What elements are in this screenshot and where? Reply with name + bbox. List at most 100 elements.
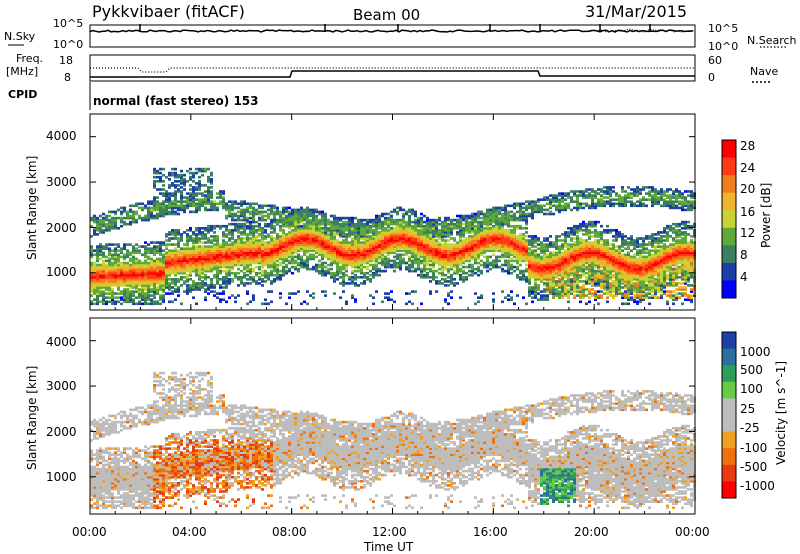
power-cell	[225, 249, 228, 252]
power-cell	[345, 302, 348, 306]
power-cell	[306, 255, 309, 259]
power-cell	[396, 257, 399, 261]
power-cell	[510, 231, 513, 234]
power-cell	[564, 273, 567, 277]
power-cell	[132, 259, 135, 263]
power-cell	[537, 271, 540, 275]
power-cell	[528, 286, 531, 289]
power-cell	[144, 288, 147, 291]
power-cell	[576, 284, 579, 287]
power-cell	[195, 273, 198, 277]
power-cell	[270, 259, 273, 263]
power-cell	[192, 265, 195, 269]
freq-label: Freq.	[16, 52, 43, 65]
power-cell	[540, 290, 543, 293]
power-cell	[201, 173, 204, 177]
power-cell	[447, 253, 450, 257]
power-cell	[525, 214, 528, 218]
power-cell	[501, 220, 504, 224]
power-cell	[147, 292, 150, 295]
power-cell	[243, 214, 246, 218]
power-cell	[465, 271, 468, 275]
power-cell	[366, 231, 369, 234]
power-cell	[531, 261, 534, 265]
power-cell	[264, 302, 267, 306]
power-cell	[216, 192, 219, 195]
power-cell	[216, 196, 219, 199]
power-cell	[306, 220, 309, 224]
power-cell	[405, 210, 408, 214]
power-cell	[267, 257, 270, 261]
power-cell	[456, 257, 459, 261]
power-cell	[249, 233, 252, 236]
power-cell	[336, 278, 339, 281]
power-cell	[90, 235, 93, 238]
power-cell	[462, 222, 465, 226]
power-cell	[414, 227, 417, 230]
power-cell	[516, 257, 519, 261]
power-cell	[195, 188, 198, 191]
power-cell	[339, 267, 342, 271]
power-cell	[270, 206, 273, 210]
power-cell	[438, 245, 441, 248]
power-cell	[354, 245, 357, 248]
power-cell	[168, 261, 171, 265]
power-cell	[279, 292, 282, 295]
power-cell	[99, 267, 102, 271]
power-cell	[405, 233, 408, 236]
power-cell	[504, 251, 507, 255]
power-cell	[435, 239, 438, 242]
power-cell	[99, 243, 102, 246]
power-cell	[180, 265, 183, 269]
power-cell	[183, 184, 186, 187]
power-cell	[420, 273, 423, 277]
power-cell	[507, 249, 510, 252]
power-cell	[342, 280, 345, 283]
power-cell	[96, 290, 99, 293]
power-cell	[321, 261, 324, 265]
power-cell	[126, 284, 129, 287]
power-cell	[237, 202, 240, 206]
power-cell	[132, 280, 135, 283]
power-cell	[261, 216, 264, 220]
power-cell	[162, 257, 165, 261]
power-cell	[510, 249, 513, 252]
power-cell	[234, 259, 237, 263]
power-cell	[234, 253, 237, 257]
power-cell	[162, 284, 165, 287]
power-cell	[573, 278, 576, 281]
power-cell	[111, 227, 114, 230]
power-cell	[525, 278, 528, 281]
power-cell	[297, 222, 300, 226]
power-cell	[405, 229, 408, 232]
power-cell	[498, 231, 501, 234]
power-cell	[198, 231, 201, 234]
power-cell	[303, 208, 306, 212]
power-cell	[180, 278, 183, 281]
power-cell	[102, 294, 105, 297]
power-cell	[117, 269, 120, 273]
power-cell	[531, 267, 534, 271]
power-cell	[510, 271, 513, 275]
power-cell	[495, 210, 498, 214]
power-cell	[354, 229, 357, 232]
power-cell	[180, 202, 183, 206]
power-cell	[480, 220, 483, 224]
power-cell	[102, 224, 105, 228]
power-cell	[228, 200, 231, 203]
power-cell	[525, 267, 528, 271]
power-cell	[513, 218, 516, 222]
power-cell	[492, 227, 495, 230]
power-cell	[315, 265, 318, 269]
power-cell	[429, 251, 432, 255]
power-cell	[360, 267, 363, 271]
power-cell	[99, 276, 102, 279]
power-cell	[444, 233, 447, 236]
power-cell	[540, 298, 543, 301]
power-cell	[528, 241, 531, 244]
power-cell	[432, 259, 435, 263]
power-cell	[252, 220, 255, 224]
power-cell	[99, 294, 102, 297]
power-cell	[453, 249, 456, 252]
power-cell	[120, 247, 123, 250]
